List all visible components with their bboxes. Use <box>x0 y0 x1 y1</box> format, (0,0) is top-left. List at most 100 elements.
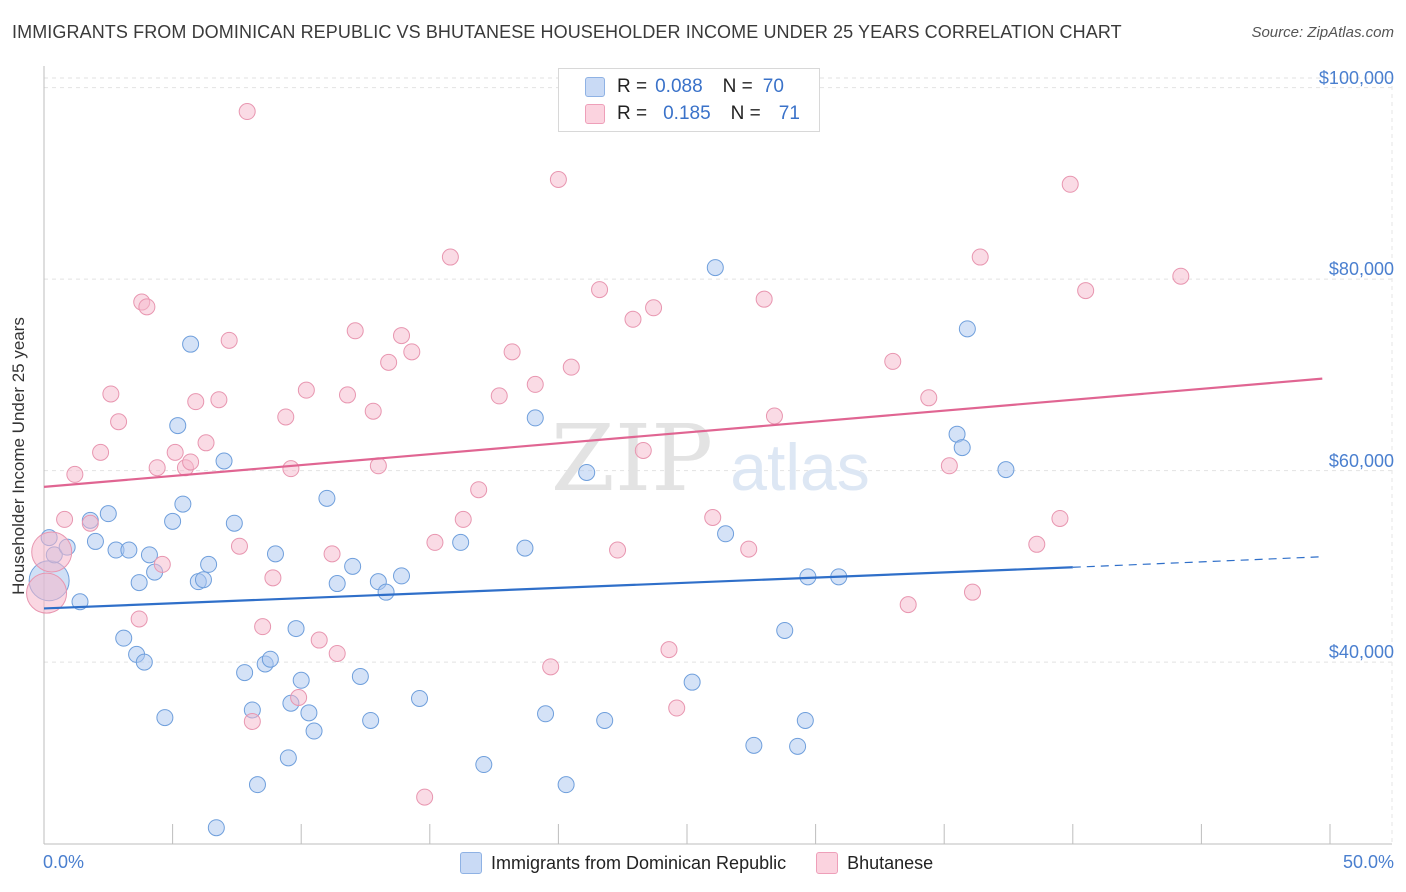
point-dominican <box>135 653 153 671</box>
point-bhutanese <box>454 510 472 528</box>
point-bhutanese <box>187 393 205 411</box>
r-value: 0.088 <box>655 76 703 97</box>
point-bhutanese <box>884 352 902 370</box>
point-bhutanese <box>426 533 444 551</box>
point-bhutanese <box>634 441 652 459</box>
point-dominican <box>377 583 395 601</box>
point-bhutanese <box>138 298 156 316</box>
point-bhutanese <box>166 443 184 461</box>
point-bhutanese <box>338 386 356 404</box>
point-dominican <box>796 711 814 729</box>
point-dominican <box>164 512 182 530</box>
x-tick-label-max: 50.0% <box>1342 852 1394 872</box>
point-bhutanese <box>1077 282 1095 300</box>
point-dominican <box>156 709 174 727</box>
point-bhutanese <box>470 481 488 499</box>
point-bhutanese <box>549 170 567 188</box>
point-bhutanese <box>297 381 315 399</box>
point-bhutanese <box>26 572 68 614</box>
r-label: R = <box>617 103 648 124</box>
point-bhutanese <box>765 407 783 425</box>
watermark-atlas: atlas <box>730 430 869 504</box>
point-bhutanese <box>282 460 300 478</box>
point-dominican <box>578 463 596 481</box>
trend-layer <box>43 377 1323 610</box>
point-bhutanese <box>1061 175 1079 193</box>
point-dominican <box>452 533 470 551</box>
r-label: R = <box>617 76 648 97</box>
point-bhutanese <box>899 596 917 614</box>
point-bhutanese <box>264 569 282 587</box>
point-bhutanese <box>66 465 84 483</box>
point-dominican <box>411 689 429 707</box>
point-dominican <box>557 776 575 794</box>
point-bhutanese <box>1051 509 1069 527</box>
point-dominican <box>279 749 297 767</box>
point-dominican <box>71 593 89 611</box>
point-bhutanese <box>971 248 989 266</box>
point-dominican <box>200 555 218 573</box>
point-bhutanese <box>526 375 544 393</box>
point-dominican <box>261 650 279 668</box>
point-dominican <box>683 673 701 691</box>
point-bhutanese <box>940 457 958 475</box>
y-tick-label: $40,000 <box>1328 642 1394 663</box>
point-bhutanese <box>704 508 722 526</box>
point-bhutanese <box>963 583 981 601</box>
point-dominican <box>86 532 104 550</box>
point-bhutanese <box>416 788 434 806</box>
point-dominican <box>169 417 187 435</box>
stats-row-dominican: R = 0.088 N = 70 <box>585 74 784 100</box>
point-dominican <box>717 525 735 543</box>
point-bhutanese <box>182 453 200 471</box>
y-tick-label: $60,000 <box>1328 450 1394 471</box>
y-axis-label: Householder Income Under 25 years <box>9 317 28 595</box>
stats-row-bhutanese: R = 0.185 N = 71 <box>585 101 800 127</box>
axes <box>43 66 1392 845</box>
point-dominican <box>997 461 1015 479</box>
point-bhutanese <box>210 391 228 409</box>
legend-item-dominican: Immigrants from Dominican Republic <box>460 852 786 874</box>
point-bhutanese <box>369 457 387 475</box>
point-bhutanese <box>148 459 166 477</box>
gridlines <box>44 77 1393 844</box>
point-dominican <box>292 671 310 689</box>
y-tick-label: $80,000 <box>1328 259 1394 280</box>
legend-swatch-bhutanese <box>585 104 605 124</box>
point-bhutanese <box>660 641 678 659</box>
point-dominican <box>115 629 133 647</box>
point-dominican <box>194 571 212 589</box>
point-dominican <box>130 574 148 592</box>
point-dominican <box>328 575 346 593</box>
point-dominican <box>215 452 233 470</box>
point-bhutanese <box>441 248 459 266</box>
point-bhutanese <box>290 689 308 707</box>
point-bhutanese <box>490 387 508 405</box>
point-dominican <box>182 335 200 353</box>
point-dominican <box>318 489 336 507</box>
point-dominican <box>537 705 555 723</box>
point-bhutanese <box>310 631 328 649</box>
point-bhutanese <box>197 434 215 452</box>
point-dominican <box>266 545 284 563</box>
point-dominican <box>516 539 534 557</box>
point-bhutanese <box>562 358 580 376</box>
x-tick-label-min: 0.0% <box>43 852 85 872</box>
point-dominican <box>789 737 807 755</box>
point-bhutanese <box>56 510 74 528</box>
point-bhutanese <box>153 555 171 573</box>
point-bhutanese <box>591 281 609 299</box>
point-bhutanese <box>238 103 256 121</box>
legend-swatch-dominican <box>585 77 605 97</box>
point-bhutanese <box>92 443 110 461</box>
point-bhutanese <box>243 712 261 730</box>
point-dominican <box>351 667 369 685</box>
point-dominican <box>745 736 763 754</box>
point-dominican <box>362 711 380 729</box>
n-label: N = <box>722 76 753 97</box>
legend-label-bhutanese: Bhutanese <box>847 852 934 873</box>
point-bhutanese <box>346 322 364 340</box>
watermark: ZIP atlas <box>551 405 870 512</box>
point-bhutanese <box>1028 535 1046 553</box>
point-bhutanese <box>393 327 411 345</box>
